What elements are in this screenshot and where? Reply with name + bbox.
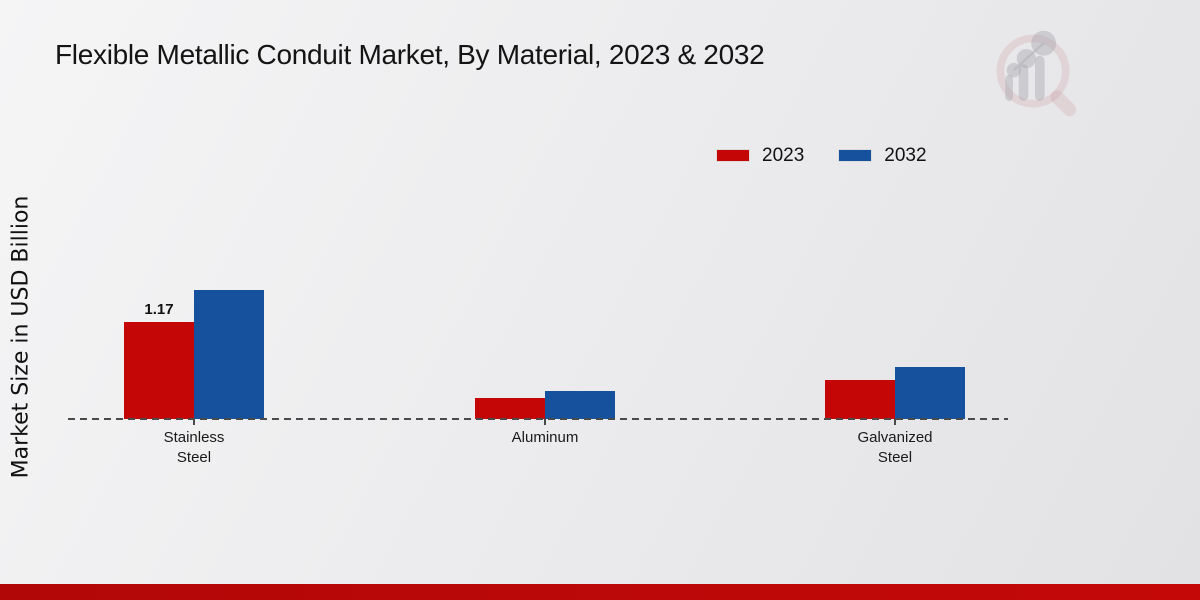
x-axis-baseline — [68, 418, 1008, 420]
x-axis-category-label-aluminum: Aluminum — [511, 429, 579, 446]
bar-2032-aluminum — [545, 391, 615, 419]
x-axis-category-label-stainless-steel: Stainless Steel — [163, 429, 225, 467]
legend-item-2023: 2023 — [716, 146, 804, 165]
x-axis-category-label-galvanized-steel: Galvanized Steel — [857, 429, 933, 467]
bar-2032-galvanized-steel — [895, 367, 965, 419]
x-axis-tick-galvanized-steel — [894, 419, 896, 425]
bar-value-label-2023-stainless-steel: 1.17 — [144, 301, 174, 318]
chart-title: Flexible Metallic Conduit Market, By Mat… — [55, 39, 765, 70]
x-axis-tick-aluminum — [544, 419, 546, 425]
x-axis-tick-stainless-steel — [193, 419, 195, 425]
legend-swatch-2032 — [838, 149, 873, 162]
bar-2023-galvanized-steel — [825, 380, 895, 419]
bottom-accent-bar — [0, 584, 1200, 600]
chart-legend: 2023 2032 — [716, 146, 927, 165]
legend-label-2023: 2023 — [762, 145, 805, 166]
legend-swatch-2023 — [716, 149, 750, 162]
legend-item-2032: 2032 — [838, 145, 927, 166]
market-research-future-logo-icon — [996, 30, 1077, 117]
bar-2023-aluminum — [475, 398, 545, 419]
bar-2023-stainless-steel — [124, 322, 194, 419]
bar-2032-stainless-steel — [194, 290, 264, 419]
legend-label-2032: 2032 — [884, 145, 927, 166]
